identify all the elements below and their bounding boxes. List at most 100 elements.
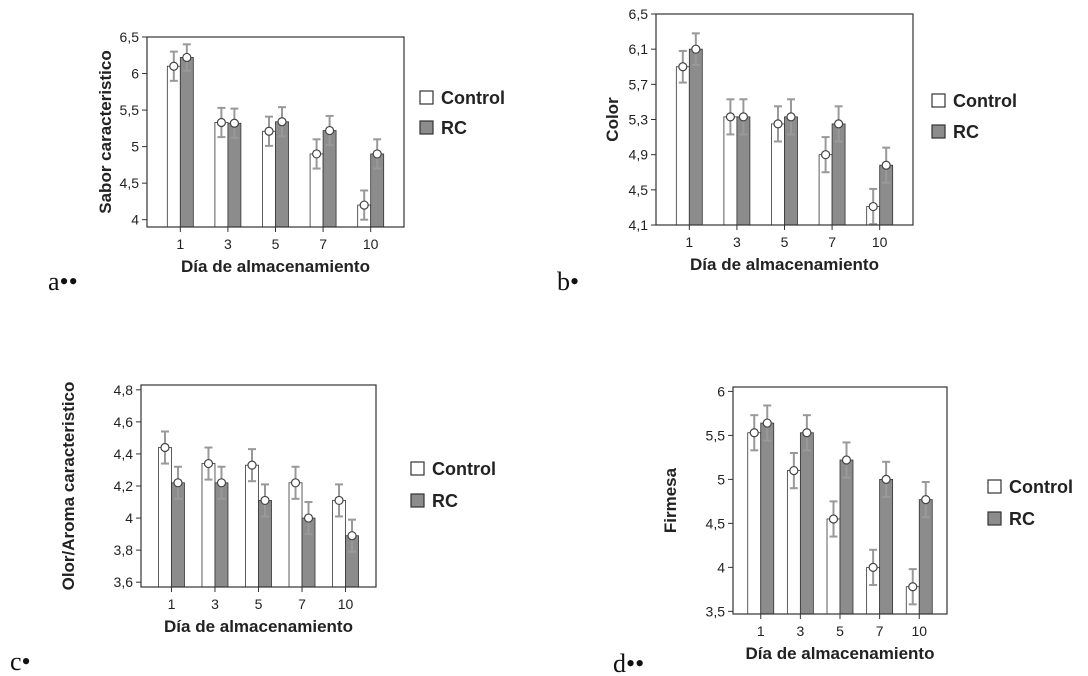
x-tick-label-3: 3 bbox=[796, 623, 804, 639]
legend-swatch-control bbox=[410, 461, 425, 476]
y-tick-label-6: 6,5 bbox=[629, 6, 649, 22]
mean-marker-rc-3 bbox=[216, 478, 227, 488]
x-tick-label-1: 1 bbox=[685, 234, 693, 250]
legend-swatch-control bbox=[987, 479, 1002, 494]
mean-marker-control-7 bbox=[290, 478, 301, 488]
x-tick-label-5: 5 bbox=[836, 623, 844, 639]
x-axis-label: Día de almacenamiento bbox=[164, 617, 353, 636]
mean-marker-control-1 bbox=[160, 442, 170, 453]
x-tick-label-10: 10 bbox=[872, 234, 888, 250]
mean-marker-control-1 bbox=[749, 428, 759, 438]
legend-label-rc: RC bbox=[1009, 509, 1035, 529]
mean-marker-control-1 bbox=[169, 61, 179, 71]
y-tick-label-2: 5 bbox=[131, 139, 139, 155]
y-tick-label-4: 5,5 bbox=[706, 427, 726, 443]
x-tick-label-10: 10 bbox=[911, 623, 927, 639]
mean-marker-rc-1 bbox=[762, 418, 772, 428]
plot-frame bbox=[146, 36, 405, 228]
mean-marker-control-7 bbox=[820, 150, 831, 160]
bar-rc-3 bbox=[799, 432, 814, 615]
mean-marker-control-3 bbox=[216, 117, 227, 128]
mean-marker-control-7 bbox=[311, 149, 322, 159]
chart-panel-c: c• 1 3 5 7 10 3,6 3,8 4 4,2 4,4 4,6 4,8 Día de almac… bbox=[10, 382, 496, 676]
y-tick-label-3: 5 bbox=[717, 471, 725, 487]
y-tick-label-4: 5,7 bbox=[629, 76, 649, 92]
legend-label-rc: RC bbox=[432, 491, 458, 511]
mean-marker-rc-10 bbox=[881, 160, 891, 170]
chart-panel-d: d•• 1 3 5 7 10 3,5 4 4,5 5 5,5 6 Día de almacenamie… bbox=[613, 383, 1073, 676]
legend-swatch-rc bbox=[931, 124, 946, 139]
mean-marker-control-7 bbox=[868, 562, 878, 572]
mean-marker-rc-1 bbox=[173, 478, 183, 488]
bar-control-1 bbox=[747, 432, 762, 615]
x-tick-label-10: 10 bbox=[338, 596, 354, 612]
panel-label-b: b• bbox=[557, 267, 579, 296]
bar-control-3 bbox=[201, 463, 216, 588]
y-tick-label-2: 4,9 bbox=[629, 147, 649, 163]
x-tick-label-7: 7 bbox=[828, 234, 836, 250]
y-tick-label-5: 6 bbox=[717, 383, 725, 399]
bar-rc-7 bbox=[879, 478, 894, 615]
legend-swatch-rc bbox=[987, 511, 1002, 526]
mean-marker-rc-3 bbox=[738, 112, 749, 122]
x-tick-label-3: 3 bbox=[733, 234, 741, 250]
x-tick-label-3: 3 bbox=[211, 596, 219, 612]
mean-marker-rc-10 bbox=[347, 531, 357, 541]
legend-swatch-control bbox=[931, 93, 946, 108]
bar-rc-1 bbox=[688, 48, 703, 226]
bar-control-1 bbox=[675, 66, 690, 226]
y-tick-label-0: 4,1 bbox=[629, 217, 649, 233]
mean-marker-rc-5 bbox=[277, 117, 287, 127]
x-tick-label-7: 7 bbox=[298, 596, 306, 612]
y-tick-label-1: 4 bbox=[717, 559, 725, 575]
mean-marker-rc-5 bbox=[841, 455, 852, 465]
y-tick-label-3: 5,3 bbox=[629, 112, 649, 128]
y-tick-label-4: 4,4 bbox=[114, 446, 134, 462]
x-tick-label-1: 1 bbox=[757, 623, 765, 639]
mean-marker-control-10 bbox=[359, 200, 369, 210]
legend-swatch-rc bbox=[410, 493, 425, 508]
mean-marker-control-3 bbox=[789, 465, 799, 476]
y-axis-label: Color bbox=[603, 97, 622, 142]
bar-rc-5 bbox=[839, 459, 854, 615]
mean-marker-control-10 bbox=[908, 582, 918, 592]
x-tick-label-5: 5 bbox=[255, 596, 263, 612]
mean-marker-rc-5 bbox=[786, 112, 796, 122]
y-tick-label-1: 3,8 bbox=[114, 542, 134, 558]
mean-marker-rc-7 bbox=[303, 513, 314, 523]
mean-marker-rc-7 bbox=[324, 125, 335, 136]
mean-marker-control-5 bbox=[264, 126, 274, 136]
x-axis-label: Día de almacenamiento bbox=[690, 255, 879, 274]
plot-frame bbox=[732, 386, 948, 615]
chart-panel-a: a•• 1 3 5 7 10 4 4,5 5 5,5 6 6,5 Día de almacenamie… bbox=[48, 29, 505, 296]
x-tick-label-7: 7 bbox=[876, 623, 884, 639]
y-axis-label: Olor/Aroma caracteristico bbox=[59, 382, 78, 591]
x-tick-label-7: 7 bbox=[319, 236, 327, 252]
legend-label-control: Control bbox=[1009, 477, 1073, 497]
y-tick-label-0: 3,6 bbox=[114, 574, 134, 590]
mean-marker-rc-5 bbox=[260, 495, 270, 506]
mean-marker-rc-3 bbox=[802, 428, 812, 438]
mean-marker-control-5 bbox=[247, 460, 257, 470]
y-axis-label: Firmesa bbox=[661, 467, 680, 533]
y-tick-label-2: 4,5 bbox=[706, 515, 726, 531]
bar-rc-1 bbox=[179, 57, 194, 228]
mean-marker-rc-10 bbox=[372, 149, 382, 159]
x-tick-label-5: 5 bbox=[272, 236, 280, 252]
mean-marker-control-10 bbox=[868, 201, 878, 212]
mean-marker-rc-1 bbox=[691, 44, 701, 54]
bar-control-3 bbox=[786, 470, 801, 615]
x-tick-label-5: 5 bbox=[781, 234, 789, 250]
legend-swatch-rc bbox=[419, 120, 434, 135]
legend-label-control: Control bbox=[441, 88, 505, 108]
bar-control-3 bbox=[214, 122, 229, 228]
mean-marker-rc-7 bbox=[881, 474, 891, 484]
y-tick-label-4: 6 bbox=[131, 66, 139, 82]
y-tick-label-0: 4 bbox=[131, 212, 139, 228]
y-tick-label-5: 4,6 bbox=[114, 414, 134, 430]
mean-marker-control-3 bbox=[203, 458, 214, 469]
y-tick-label-0: 3,5 bbox=[706, 603, 726, 619]
x-tick-label-1: 1 bbox=[168, 596, 176, 612]
y-tick-label-3: 4,2 bbox=[114, 478, 134, 494]
